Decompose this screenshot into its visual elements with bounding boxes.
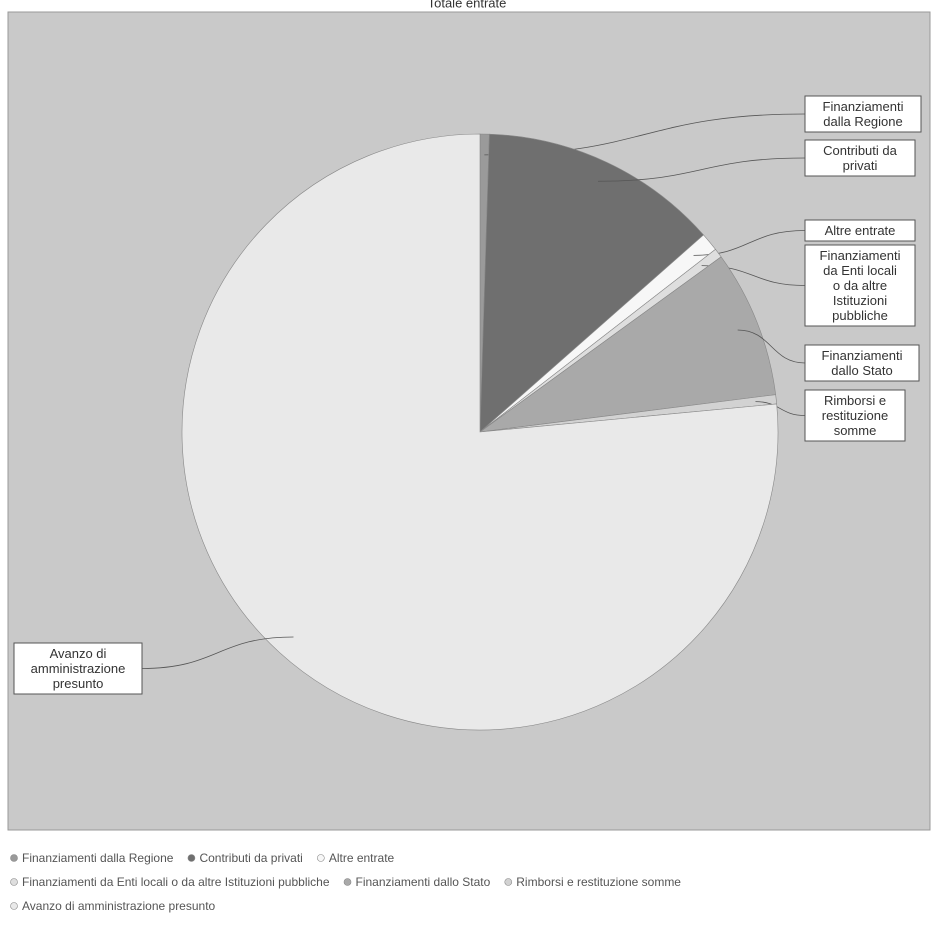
leader-line — [141, 636, 294, 669]
legend-swatch — [504, 878, 513, 886]
legend-label: Avanzo di amministrazione presunto — [22, 899, 216, 913]
leader-line — [597, 157, 806, 182]
leader-line — [755, 401, 806, 416]
label-box — [804, 139, 916, 177]
legend-swatch — [10, 878, 18, 886]
label-box — [804, 95, 922, 133]
pie-slice — [479, 256, 776, 433]
label-box — [13, 642, 143, 695]
leader-line — [737, 329, 806, 364]
legend-label: Finanziamenti dalla Regione — [22, 851, 174, 865]
legend-swatch — [317, 854, 325, 862]
slice-label: Contributi da privati — [823, 143, 897, 173]
chart-title: Totale entrate — [428, 0, 507, 10]
legend-label: Contributi da privati — [199, 851, 302, 865]
label-box — [804, 219, 916, 242]
slice-label: Rimborsi e restituzione somme — [822, 393, 888, 438]
label-box — [804, 244, 916, 327]
slice-label: Avanzo di amministrazione presunto — [31, 646, 126, 691]
legend-label: Finanziamenti dallo Stato — [356, 875, 491, 889]
slice-label: Finanziamenti da Enti locali o da altre Ist… — [820, 248, 901, 323]
legend-label: Altre entrate — [329, 851, 395, 865]
pie-slice — [181, 133, 779, 731]
pie-slice — [479, 133, 704, 433]
legend-swatch — [10, 854, 18, 862]
legend-label: Finanziamenti da Enti locali o da altre … — [22, 875, 330, 889]
slice-label: Finanziamenti dallo Stato — [822, 348, 903, 378]
legend-swatch — [10, 902, 18, 910]
label-box — [804, 344, 920, 382]
legend-swatch — [187, 854, 196, 862]
label-box — [804, 389, 906, 442]
slice-label: Altre entrate — [825, 223, 896, 238]
slice-label: Finanziamenti dalla Regione — [823, 99, 904, 129]
legend-label: Rimborsi e restituzione somme — [516, 875, 681, 889]
legend: Finanziamenti dalla Regione Contributi da… — [10, 851, 681, 913]
legend-swatch — [343, 878, 352, 886]
